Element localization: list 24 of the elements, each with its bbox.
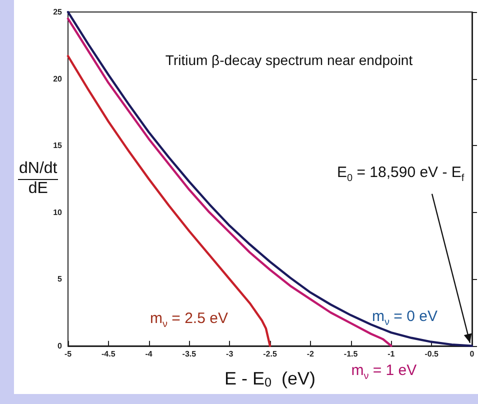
x-tick-label: -4.5 [102,349,116,358]
y-tick-label: 0 [58,341,63,350]
x-tick-label: -0.5 [424,349,440,358]
series-label: m$_{ν}$ = 2.5 eV [150,310,228,332]
y-tick-label: 10 [53,208,63,217]
x-tick-label: -1 [388,349,396,358]
series-label: m$_{ν}$ = 1 eV [351,362,417,384]
y-tick-label: 15 [53,141,63,150]
x-tick-label: -3.5 [182,349,197,358]
y-tick-label: 20 [53,74,63,84]
x-tick-label: -1.5 [344,349,358,358]
y-tick-label: 5 [58,274,63,284]
y-tick-label: 25 [53,8,63,16]
series-label: m$_{ν}$ = 0 eV [372,308,438,330]
annotation: E$_{0}$ = 18,590 eV - E$_{f}$ [337,164,464,186]
x-tick-label: -4 [145,349,153,358]
x-tick-label: -2.5 [263,349,278,358]
line-series [66,10,474,347]
x-tick-label: -2 [306,349,314,358]
x-tick-label: -3 [226,349,234,358]
text: Tritium β-decay spectrum near endpoint [165,52,413,68]
x-tick-label: 0 [470,349,475,358]
x-tick-label: -5 [64,349,72,358]
y-axis-title: dN/dt dE [18,160,58,198]
